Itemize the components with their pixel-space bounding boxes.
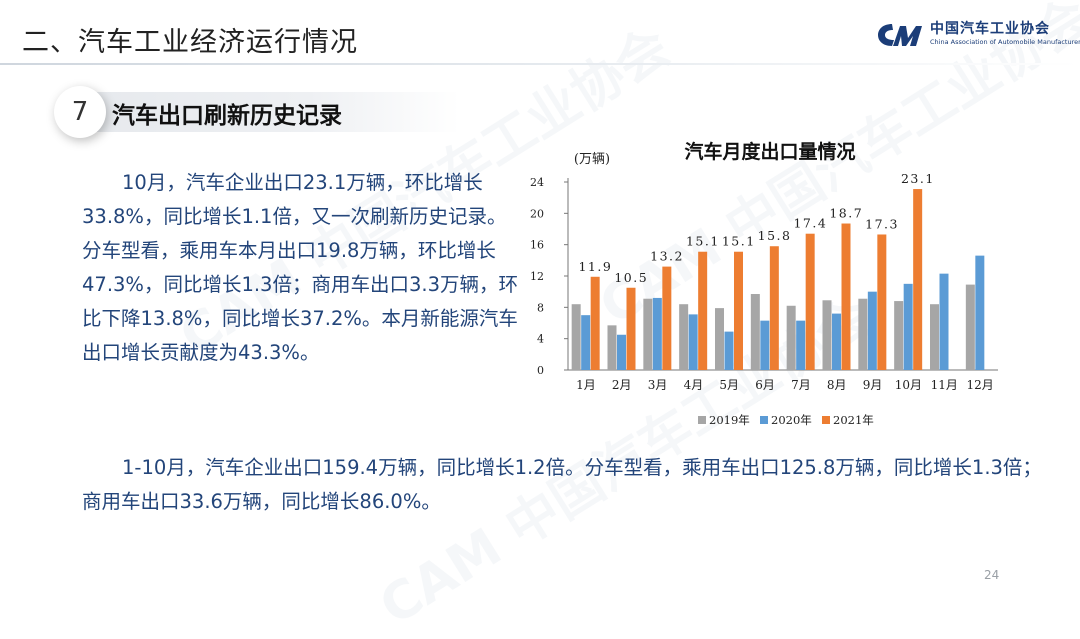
- bar-2019年-10月: [894, 301, 904, 370]
- bar-2021年-6月: [769, 246, 779, 370]
- data-label: 18.7: [829, 206, 863, 221]
- y-tick-label: 8: [537, 301, 544, 314]
- bar-2020年-2月: [617, 334, 626, 370]
- x-tick-label: 11月: [931, 378, 958, 392]
- data-label: 15.8: [758, 228, 792, 243]
- bar-2021年-3月: [662, 266, 672, 370]
- section-title: 二、汽车工业经济运行情况: [22, 27, 358, 58]
- bar-2020年-9月: [867, 291, 877, 370]
- bar-2020年-8月: [832, 313, 841, 370]
- monthly-export-chart: 汽车月度出口量情况 (万辆) 0 4 8 12 16 20 24 1月 2月 3月 4月 5月 6月 7月…: [530, 140, 998, 427]
- bar-2019年-12月: [965, 284, 975, 370]
- bar-2020年-3月: [652, 297, 662, 370]
- cam-logo-icon: [878, 24, 922, 46]
- bar-2021年-5月: [734, 251, 743, 370]
- x-tick-label: 9月: [863, 378, 883, 392]
- chart-axes: 0 4 8 12 16 20 24 1月 2月 3月 4月 5月 6月 7月 8月 9月 10月 11月 12月: [530, 176, 998, 392]
- bar-2021年-10月: [913, 189, 923, 370]
- header-divider: [0, 63, 1080, 65]
- data-label: 10.5: [614, 270, 648, 285]
- bar-2020年-6月: [760, 320, 770, 370]
- bar-2019年-4月: [679, 304, 689, 370]
- bar-2019年-6月: [750, 294, 760, 370]
- x-tick-label: 7月: [791, 378, 811, 392]
- bar-2019年-5月: [715, 308, 724, 370]
- paragraph-text: 10月，汽车企业出口23.1万辆，环比增长33.8%，同比增长1.1倍，又一次刷…: [82, 171, 518, 364]
- bar-2021年-7月: [805, 233, 815, 370]
- chart-bars: [571, 189, 985, 370]
- legend-label: 2020年: [771, 413, 812, 427]
- x-tick-label: 4月: [684, 378, 704, 392]
- y-tick-label: 16: [530, 239, 544, 252]
- bar-2020年-12月: [975, 255, 985, 370]
- organization-logo: 中国汽车工业协会 China Association of Automobile…: [876, 18, 1080, 54]
- chart-title: 汽车月度出口量情况: [684, 140, 855, 163]
- paragraph-ytd-summary: 1-10月，汽车企业出口159.4万辆，同比增长1.2倍。分车型看，乘用车出口1…: [82, 451, 1042, 519]
- y-tick-label: 4: [537, 333, 544, 346]
- x-tick-label: 2月: [612, 378, 632, 392]
- x-tick-label: 1月: [576, 378, 596, 392]
- legend-swatch: [698, 416, 706, 424]
- x-tick-label: 3月: [648, 378, 668, 392]
- bar-2019年-2月: [607, 325, 617, 370]
- data-label: 11.9: [578, 259, 612, 274]
- y-tick-label: 20: [530, 207, 544, 220]
- bar-2021年-8月: [841, 223, 851, 370]
- paragraph-text: 1-10月，汽车企业出口159.4万辆，同比增长1.2倍。分车型看，乘用车出口1…: [82, 456, 1042, 513]
- bar-2020年-4月: [688, 314, 698, 370]
- logo-english-name: China Association of Automobile Manufact…: [930, 38, 1080, 46]
- data-label: 15.1: [686, 234, 720, 249]
- chart-legend: 2019年 2020年 2021年: [698, 413, 874, 427]
- chart-data-labels: 11.910.513.215.1 15.1 15.817.418.717.323.1: [578, 171, 935, 285]
- page-number: 24: [984, 568, 1000, 582]
- bar-2021年-4月: [698, 251, 708, 370]
- bar-2019年-9月: [858, 298, 868, 370]
- legend-swatch: [822, 416, 830, 424]
- legend-label: 2019年: [709, 413, 750, 427]
- bar-2020年-10月: [903, 283, 913, 370]
- paragraph-october-summary: 10月，汽车企业出口23.1万辆，环比增长33.8%，同比增长1.1倍，又一次刷…: [82, 166, 522, 370]
- data-label: 15.1: [722, 234, 756, 249]
- bar-2021年-2月: [626, 287, 636, 370]
- bar-2019年-1月: [571, 304, 581, 370]
- y-tick-label: 12: [530, 270, 544, 283]
- x-tick-label: 5月: [719, 378, 739, 392]
- legend-swatch: [760, 416, 768, 424]
- bar-2019年-8月: [822, 300, 832, 370]
- data-label: 23.1: [901, 171, 935, 186]
- y-tick-label: 24: [530, 176, 544, 189]
- y-axis-label: (万辆): [574, 152, 610, 167]
- bar-2020年-7月: [796, 320, 806, 370]
- bar-2021年-9月: [877, 234, 887, 370]
- bar-2019年-7月: [786, 305, 796, 370]
- bar-2021年-1月: [590, 276, 600, 370]
- logo-chinese-name: 中国汽车工业协会: [930, 21, 1050, 37]
- x-tick-label: 12月: [966, 378, 993, 392]
- legend-label: 2021年: [833, 413, 874, 427]
- x-tick-label: 10月: [895, 378, 922, 392]
- bar-2020年-5月: [724, 331, 734, 370]
- subsection-number-badge: 7: [54, 86, 106, 138]
- bar-2020年-11月: [939, 273, 949, 370]
- data-label: 17.3: [865, 216, 899, 231]
- bar-2020年-1月: [581, 315, 591, 370]
- x-tick-label: 6月: [755, 378, 775, 392]
- bar-2019年-11月: [930, 304, 939, 370]
- x-tick-label: 8月: [827, 378, 847, 392]
- y-tick-label: 0: [537, 364, 544, 377]
- data-label: 13.2: [650, 249, 684, 264]
- data-label: 17.4: [793, 216, 827, 231]
- bar-2019年-3月: [643, 298, 653, 370]
- subsection-title: 汽车出口刷新历史记录: [112, 103, 342, 129]
